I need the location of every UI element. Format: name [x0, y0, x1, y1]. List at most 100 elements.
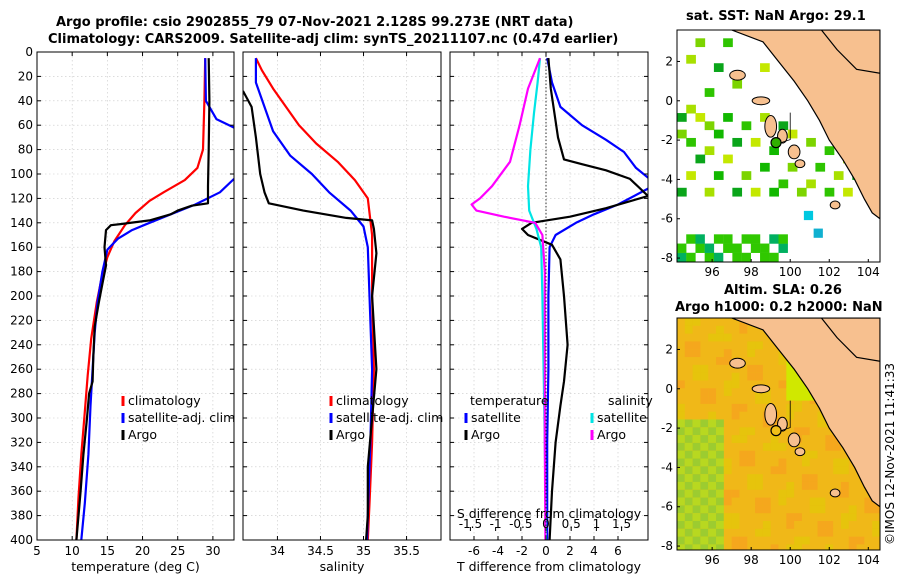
- salinity-series-group: [243, 57, 378, 540]
- sla-pixel: [770, 442, 779, 451]
- sla-pixel: [747, 474, 756, 482]
- sla-pixel: [684, 521, 693, 529]
- sla-pixel: [731, 372, 740, 381]
- sla-pixel: [723, 497, 732, 506]
- sla-pixel: [856, 536, 865, 545]
- sst-pixel: [796, 187, 807, 197]
- sst_map-xtick-label: 102: [818, 265, 841, 279]
- sst_map-ytick-label: -4: [661, 172, 673, 186]
- difference-series-t-argo: [520, 58, 648, 540]
- difference-xlabel: T difference from climatology: [456, 559, 642, 574]
- island: [787, 432, 801, 448]
- sla-pixel: [731, 411, 740, 420]
- temperature-ytick-label: 40: [18, 94, 33, 108]
- sla-pixel: [731, 489, 740, 498]
- sla-pixel: [731, 380, 740, 389]
- sst-pixel: [713, 129, 724, 139]
- difference-xtick-label: 6: [614, 544, 622, 558]
- sla-pixel: [723, 380, 732, 389]
- difference-series-s-argo: [470, 57, 547, 540]
- sla-pixel: [700, 474, 709, 482]
- sla-pixel: [723, 458, 732, 467]
- sst-pixel: [704, 121, 715, 131]
- sla-pixel: [700, 388, 709, 397]
- sst-pixel: [760, 243, 770, 253]
- sla-pixel: [716, 521, 724, 529]
- sla-pixel: [801, 450, 810, 459]
- island: [764, 115, 778, 138]
- sla-pixel: [700, 497, 709, 506]
- sst-pixel: [695, 243, 705, 253]
- sst-pixel: [723, 113, 733, 122]
- sla-pixel: [700, 505, 709, 514]
- sla-pixel: [716, 419, 724, 428]
- sla-pixel: [684, 474, 693, 482]
- sla-pixel: [684, 466, 693, 475]
- sla-pixel: [692, 435, 701, 443]
- sla-pixel: [755, 372, 763, 381]
- sla-pixel: [692, 442, 701, 451]
- sal-legend-label-2: Argo: [336, 427, 365, 442]
- sla-pixel: [708, 450, 717, 459]
- sst-pixel: [723, 38, 733, 48]
- sla-pixel: [677, 458, 685, 467]
- sla-pixel: [716, 513, 724, 521]
- sla-pixel: [801, 427, 810, 436]
- sla_map-xtick-label: 100: [779, 553, 802, 567]
- sla-pixel: [817, 411, 826, 420]
- sla-pixel: [840, 489, 849, 498]
- sla-pixel: [700, 466, 709, 475]
- sla-pixel: [840, 481, 849, 490]
- sst-pixel: [686, 171, 696, 180]
- sla-pixel: [778, 380, 787, 389]
- sla-pixel: [692, 450, 701, 459]
- sla-pixel: [684, 427, 693, 436]
- sla-pixel: [716, 435, 724, 443]
- sla-pixel: [677, 481, 685, 490]
- temperature-ytick-label: 340: [10, 460, 33, 474]
- island: [829, 488, 841, 498]
- sst-pixel: [677, 243, 687, 253]
- sla-pixel: [708, 513, 717, 521]
- sla-pixel: [684, 458, 693, 467]
- sla-pixel: [677, 536, 685, 545]
- temperature-ytick-label: 140: [10, 216, 33, 230]
- sla-pixel: [778, 442, 787, 451]
- sla-pixel: [708, 505, 717, 514]
- temperature-ytick-label: 360: [10, 484, 33, 498]
- difference-xtick-label: 4: [590, 544, 598, 558]
- sla-pixel: [708, 489, 717, 498]
- sst-pixel: [732, 137, 743, 147]
- sla-pixel: [723, 388, 732, 397]
- sla-pixel: [677, 544, 685, 550]
- sumatra-landmass: [731, 30, 880, 220]
- temperature-xtick-label: 5: [33, 544, 41, 558]
- sla-pixel: [755, 505, 763, 514]
- sla-pixel: [778, 357, 787, 365]
- argo-track-line: [780, 400, 791, 431]
- island: [829, 200, 841, 210]
- sla-pixel: [825, 442, 834, 451]
- sla-pixel: [684, 325, 693, 334]
- sst-pixel: [741, 171, 752, 180]
- difference-s-tick-label: -1.5: [459, 517, 482, 531]
- diff-legend-header-temperature: temperature: [470, 393, 549, 408]
- sla-pixel: [778, 489, 787, 498]
- sla-pixel: [778, 497, 787, 506]
- sla-pixel: [677, 427, 685, 436]
- difference-s-tick-label: -0.5: [509, 517, 532, 531]
- sal-legend-label-1: satellite-adj. clim: [336, 410, 443, 425]
- sla-pixel: [692, 318, 701, 326]
- temperature-xtick-label: 15: [100, 544, 115, 558]
- sst-pixel: [695, 154, 706, 164]
- sst-pixel: [695, 234, 705, 244]
- sla-pixel: [700, 396, 709, 404]
- sal-legend-label-0: climatology: [336, 393, 409, 408]
- sla-pixel: [708, 435, 717, 443]
- sla-pixel: [708, 528, 717, 537]
- sla-pixel: [840, 458, 849, 467]
- island: [764, 403, 778, 426]
- difference-s-tick-label: 1: [593, 517, 601, 531]
- sla_map-ytick-label: -4: [661, 460, 673, 474]
- sla-pixel: [739, 325, 748, 334]
